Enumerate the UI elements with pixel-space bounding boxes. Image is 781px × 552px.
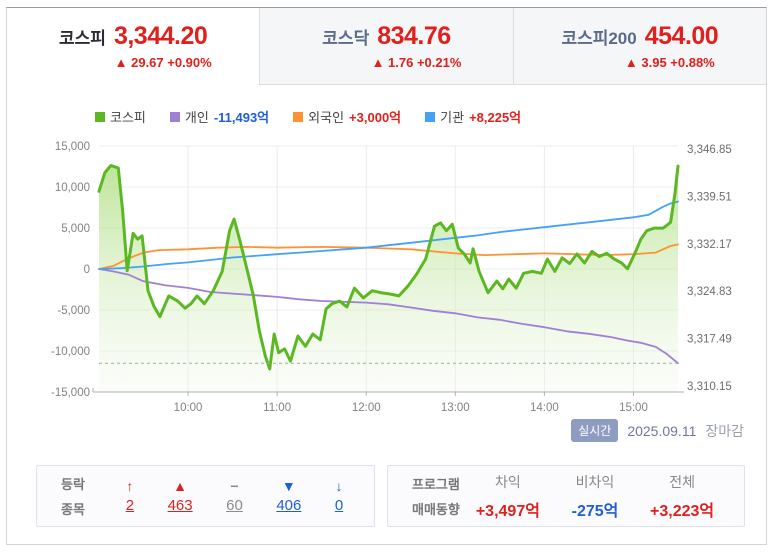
chart-legend: 코스피 개인 -11,493억 외국인 +3,000억 기관 +8,225억	[95, 107, 521, 126]
kospi-swatch-icon	[95, 111, 105, 122]
widget-frame: 코스피 3,344.20 ▲ 29.67 +0.90% 코스닥 834.76 ▲ 1…	[6, 7, 767, 545]
legend-item-foreign: 외국인 +3,000억	[293, 107, 401, 126]
status-line: 실시간 2025.09.11 장마감	[571, 419, 744, 442]
program-trading-labels: 프로그램 매매동향	[388, 474, 460, 518]
tab-kosdaq[interactable]: 코스닥 834.76 ▲ 1.76 +0.21%	[259, 8, 513, 85]
stocks-label: 종목	[61, 502, 85, 517]
tab-kosdaq-value: 834.76	[377, 22, 451, 50]
down-triangle-icon: ▼	[281, 477, 296, 494]
svg-text:14:00: 14:00	[530, 402, 559, 414]
unchanged-count-link[interactable]: 60	[226, 496, 243, 514]
total-value: +3,223억	[650, 502, 715, 520]
advance-decline-labels: 등락 종목	[37, 474, 109, 518]
tab-kospi[interactable]: 코스피 3,344.20 ▲ 29.67 +0.90%	[7, 8, 260, 85]
flat-dash-icon: −	[230, 477, 239, 494]
legend-individual-label: 개인	[184, 110, 209, 125]
legend-foreign-label: 외국인	[308, 110, 345, 125]
svg-text:10,000: 10,000	[55, 182, 90, 194]
svg-text:-15,000: -15,000	[51, 387, 90, 399]
trend-label: 매매동향	[412, 502, 460, 517]
updown-label: 등락	[61, 477, 85, 492]
legend-kospi-label: 코스피	[110, 110, 146, 125]
total-column: 전체 +3,223억	[650, 472, 714, 521]
limit-down-column: ↓ 0	[335, 479, 343, 514]
svg-text:10:00: 10:00	[174, 402, 203, 414]
advance-decline-box: 등락 종목 ↑ 2 ▲ 463 − 60 ▼ 406	[36, 465, 375, 527]
right-axis-labels: 3,346.85 3,339.51 3,332.17 3,324.83 3,317.49…	[687, 144, 732, 393]
svg-text:-10,000: -10,000	[51, 346, 90, 358]
advancers-column: ▲ 463	[168, 479, 193, 514]
tab-kospi200-value: 454.00	[644, 22, 719, 50]
legend-item-institution: 기관 +8,225억	[425, 107, 521, 126]
svg-text:11:00: 11:00	[263, 402, 291, 414]
non-arbitrage-column: 비차익 -275억	[572, 472, 619, 521]
individual-swatch-icon	[169, 111, 180, 122]
svg-text:3,332.17: 3,332.17	[687, 239, 732, 251]
foreign-swatch-icon	[293, 111, 304, 122]
arbitrage-value: +3,497억	[475, 502, 540, 520]
tab-kospi200[interactable]: 코스피200 454.00 ▲ 3.95 +0.88%	[512, 8, 766, 85]
legend-item-kospi: 코스피	[95, 107, 146, 126]
limit-up-column: ↑ 2	[126, 479, 134, 514]
program-trading-box: 프로그램 매매동향 차익 +3,497억 비차익 -275억 전체 +3,223…	[387, 465, 745, 527]
intraday-trend-chart: 15,000 10,000 5,000 0 -5,000 -10,000 -15,000 3,…	[51, 141, 732, 414]
series-line-기관	[98, 200, 679, 270]
svg-text:3,346.85: 3,346.85	[687, 144, 732, 156]
series-group	[97, 164, 680, 392]
svg-text:15,000: 15,000	[55, 141, 90, 153]
up-triangle-icon: ▲	[173, 477, 188, 494]
trade-date: 2025.09.11	[627, 422, 697, 439]
legend-foreign-value: +3,000억	[349, 110, 402, 125]
session-status: 장마감	[705, 422, 744, 439]
program-trading-columns: 차익 +3,497억 비차익 -275억 전체 +3,223억	[460, 472, 744, 521]
tab-kospi-label: 코스피	[59, 29, 106, 48]
tab-kosdaq-change: ▲ 1.76 +0.21%	[371, 55, 462, 70]
realtime-badge[interactable]: 실시간	[571, 419, 619, 442]
arbitrage-column: 차익 +3,497억	[476, 472, 540, 521]
legend-item-individual: 개인 -11,493억	[169, 107, 270, 126]
svg-text:0: 0	[84, 264, 90, 276]
svg-text:3,339.51: 3,339.51	[687, 191, 732, 203]
x-axis-labels: 10:00 11:00 12:00 13:00 14:00 15:00	[174, 402, 648, 414]
program-label: 프로그램	[412, 477, 460, 492]
legend-institution-label: 기관	[440, 110, 465, 125]
tab-kosdaq-label: 코스닥	[322, 29, 370, 48]
limit-down-count-link[interactable]: 0	[334, 496, 344, 514]
series-line-개인	[98, 268, 679, 365]
index-tabbar: 코스피 3,344.20 ▲ 29.67 +0.90% 코스닥 834.76 ▲ 1…	[7, 8, 766, 85]
series-line-코스피	[97, 164, 680, 371]
institution-swatch-icon	[425, 111, 436, 122]
advancers-count-link[interactable]: 463	[167, 496, 193, 514]
svg-text:3,317.49: 3,317.49	[687, 334, 732, 346]
series-line-외국인	[98, 243, 679, 270]
legend-institution-value: +8,225억	[469, 110, 522, 125]
series-area-코스피	[99, 165, 678, 392]
non-arbitrage-label: 비차익	[575, 473, 615, 490]
tab-kospi-value: 3,344.20	[113, 22, 208, 50]
svg-text:15:00: 15:00	[619, 402, 648, 414]
svg-text:-5,000: -5,000	[57, 305, 90, 317]
decliners-column: ▼ 406	[276, 479, 301, 514]
advance-decline-columns: ↑ 2 ▲ 463 − 60 ▼ 406 ↓ 0	[109, 479, 374, 514]
svg-text:3,310.15: 3,310.15	[687, 381, 732, 393]
tab-kospi200-change: ▲ 3.95 +0.88%	[624, 55, 715, 70]
svg-text:5,000: 5,000	[61, 223, 90, 235]
tab-kospi-change: ▲ 29.67 +0.90%	[114, 55, 212, 70]
svg-text:12:00: 12:00	[352, 402, 381, 414]
non-arbitrage-value: -275억	[571, 502, 619, 520]
tab-kospi200-label: 코스피200	[561, 29, 637, 48]
limit-down-arrow-icon: ↓	[335, 477, 343, 494]
decliners-count-link[interactable]: 406	[276, 496, 302, 514]
arbitrage-label: 차익	[495, 473, 521, 490]
legend-individual-value: -11,493억	[213, 110, 270, 125]
limit-up-arrow-icon: ↑	[126, 477, 134, 494]
total-label: 전체	[669, 473, 695, 490]
limit-up-count-link[interactable]: 2	[125, 496, 135, 514]
svg-text:3,324.83: 3,324.83	[687, 286, 732, 298]
svg-text:13:00: 13:00	[441, 402, 470, 414]
unchanged-column: − 60	[226, 479, 243, 514]
left-axis-labels: 15,000 10,000 5,000 0 -5,000 -10,000 -15,000	[51, 141, 90, 399]
